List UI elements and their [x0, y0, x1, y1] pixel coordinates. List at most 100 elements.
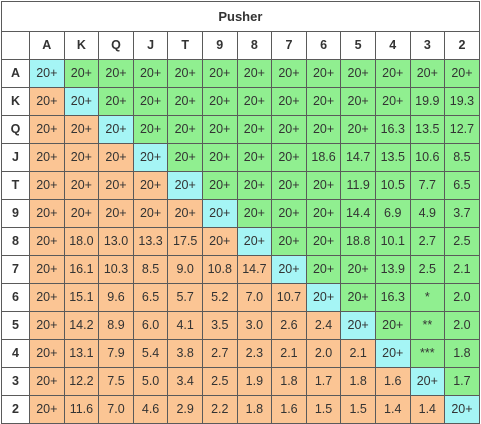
hand-cell-offsuit: 1.6: [271, 395, 307, 424]
hand-cell-offsuit: 20+: [132, 199, 169, 228]
hand-cell-suited: 10.5: [374, 171, 411, 200]
hand-cell-suited: 20+: [305, 171, 342, 200]
hand-cell-pair: 20+: [132, 143, 169, 172]
row-header-4: 4: [1, 339, 30, 368]
hand-cell-suited: 20+: [132, 115, 169, 144]
hand-cell-pair: 20+: [236, 227, 273, 256]
column-header-5: 5: [340, 31, 376, 60]
hand-cell-suited: 20+: [201, 115, 238, 144]
hand-cell-offsuit: 20+: [29, 283, 65, 312]
hand-cell-offsuit: 20+: [29, 311, 65, 340]
hand-cell-suited: 20+: [305, 87, 342, 116]
hand-cell-suited: 20+: [236, 171, 273, 200]
hand-cell-offsuit: 5.7: [167, 283, 203, 312]
hand-cell-pair: 20+: [444, 395, 480, 424]
hand-cell-suited: 10.1: [374, 227, 411, 256]
hand-cell-suited: 20+: [132, 59, 169, 88]
hand-cell-suited: 20+: [340, 59, 376, 88]
hand-cell-offsuit: 2.2: [201, 395, 238, 424]
hand-cell-pair: 20+: [374, 339, 411, 368]
hand-cell-suited: 10.6: [409, 143, 446, 172]
hand-cell-offsuit: 2.7: [201, 339, 238, 368]
hand-cell-suited: 20+: [98, 87, 134, 116]
hand-cell-offsuit: 5.0: [132, 367, 169, 396]
hand-cell-pair: 20+: [271, 255, 307, 284]
hand-cell-offsuit: 12.2: [63, 367, 100, 396]
hand-cell-suited: 2.0: [444, 311, 480, 340]
hand-cell-suited: 1.8: [444, 339, 480, 368]
hand-cell-offsuit: 15.1: [63, 283, 100, 312]
hand-cell-offsuit: 10.8: [201, 255, 238, 284]
hand-cell-suited: 20+: [305, 115, 342, 144]
hand-cell-offsuit: 6.0: [132, 311, 169, 340]
hand-cell-suited: 14.4: [340, 199, 376, 228]
hand-cell-suited: 2.0: [444, 283, 480, 312]
hand-cell-suited: 8.5: [444, 143, 480, 172]
hand-cell-suited: 16.3: [374, 115, 411, 144]
hand-cell-offsuit: 2.3: [236, 339, 273, 368]
table-row: J 20+ 20+ 20+ 20+ 20+ 20+ 20+ 20+ 18.6 14.7 13.5 10.…: [1, 143, 480, 172]
hand-cell-suited: 20+: [236, 199, 273, 228]
hand-cell-suited: 20+: [201, 59, 238, 88]
hand-cell-pair: 20+: [409, 367, 446, 396]
hand-cell-suited: 11.9: [340, 171, 376, 200]
hand-cell-offsuit: 11.6: [63, 395, 100, 424]
hand-cell-offsuit: 7.0: [236, 283, 273, 312]
hand-cell-suited: 7.7: [409, 171, 446, 200]
row-header-9: 9: [1, 199, 30, 228]
hand-cell-suited: 12.7: [444, 115, 480, 144]
hand-cell-suited: 20+: [340, 87, 376, 116]
hand-cell-suited: 18.8: [340, 227, 376, 256]
hand-cell-offsuit: 6.5: [132, 283, 169, 312]
hand-cell-suited: 20+: [167, 143, 203, 172]
hand-cell-offsuit: 20+: [29, 115, 65, 144]
hand-cell-offsuit: 18.0: [63, 227, 100, 256]
hand-cell-suited: 20+: [340, 255, 376, 284]
hand-cell-offsuit: 8.9: [98, 311, 134, 340]
hand-cell-offsuit: 7.0: [98, 395, 134, 424]
hand-cell-offsuit: 20+: [29, 367, 65, 396]
hand-cell-pair: 20+: [201, 199, 238, 228]
hand-cell-offsuit: 7.5: [98, 367, 134, 396]
hand-cell-offsuit: 14.7: [236, 255, 273, 284]
hand-cell-offsuit: 20+: [29, 227, 65, 256]
hand-cell-offsuit: 10.3: [98, 255, 134, 284]
hand-cell-offsuit: 20+: [29, 171, 65, 200]
hand-cell-suited: 20+: [271, 59, 307, 88]
column-header-3: 3: [409, 31, 446, 60]
hand-cell-offsuit: 2.5: [201, 367, 238, 396]
hand-cell-suited: 20+: [236, 143, 273, 172]
hand-cell-offsuit: 1.8: [271, 367, 307, 396]
hand-cell-offsuit: 8.5: [132, 255, 169, 284]
hand-cell-offsuit: 2.0: [305, 339, 342, 368]
hand-cell-suited: 20+: [409, 59, 446, 88]
hand-cell-suited: 18.6: [305, 143, 342, 172]
grid-body: A 20+ 20+ 20+ 20+ 20+ 20+ 20+ 20+ 20+ 20+ 20+ 20+ 20+…: [1, 59, 480, 424]
table-title: Pusher: [1, 1, 480, 32]
hand-cell-offsuit: 20+: [98, 171, 134, 200]
column-header-q: Q: [98, 31, 134, 60]
row-header-k: K: [1, 87, 30, 116]
hand-cell-suited: 14.7: [340, 143, 376, 172]
table-row: 3 20+ 12.2 7.5 5.0 3.4 2.5 1.9 1.8 1.7 1.8 1.6 20+ 1.…: [1, 367, 480, 396]
hand-cell-pair: 20+: [98, 115, 134, 144]
hand-cell-suited: 20+: [167, 87, 203, 116]
hand-cell-suited: 20+: [305, 199, 342, 228]
hand-cell-offsuit: 9.6: [98, 283, 134, 312]
hand-cell-pair: 20+: [305, 283, 342, 312]
hand-cell-suited: 20+: [201, 171, 238, 200]
hand-cell-suited: 1.7: [444, 367, 480, 396]
hand-cell-suited: 13.9: [374, 255, 411, 284]
hand-cell-offsuit: 20+: [29, 87, 65, 116]
hand-cell-offsuit: 3.4: [167, 367, 203, 396]
column-header-9: 9: [201, 31, 238, 60]
column-header-t: T: [167, 31, 203, 60]
hand-cell-offsuit: 1.4: [409, 395, 446, 424]
column-header-2: 2: [444, 31, 480, 60]
hand-cell-offsuit: 10.7: [271, 283, 307, 312]
hand-cell-suited: ***: [409, 339, 446, 368]
table-row: K 20+ 20+ 20+ 20+ 20+ 20+ 20+ 20+ 20+ 20+ 20+ 19.9 19…: [1, 87, 480, 116]
hand-cell-offsuit: 1.6: [374, 367, 411, 396]
hand-cell-suited: 20+: [340, 283, 376, 312]
